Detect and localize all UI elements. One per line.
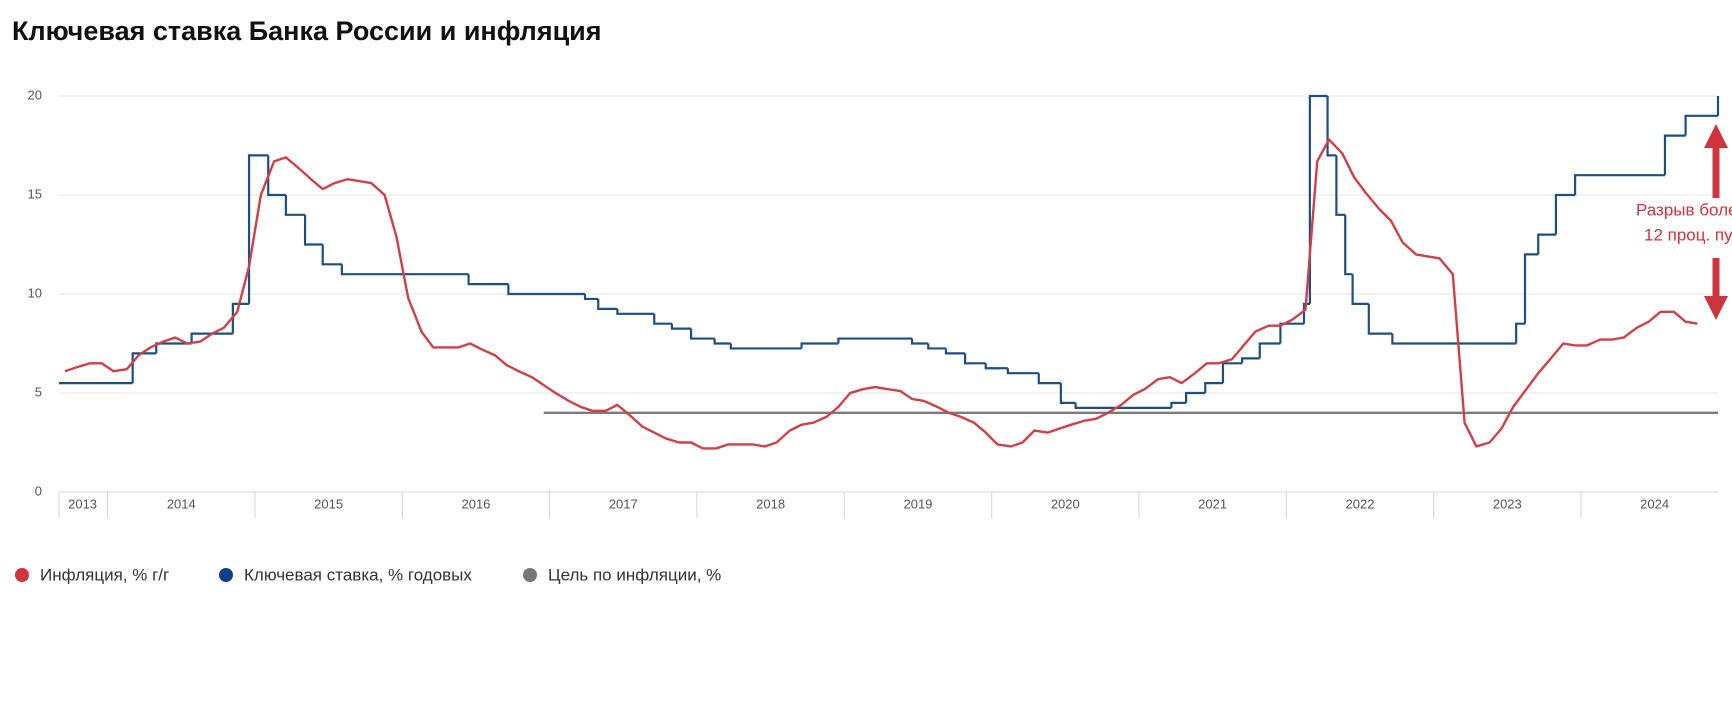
rate-step — [1537, 233, 1556, 255]
x-tick-label: 2015 — [314, 496, 343, 511]
x-tick-label: 2013 — [68, 496, 97, 511]
legend: Инфляция, % г/г Ключевая ставка, % годовы… — [15, 565, 721, 584]
x-tick-label: 2024 — [1640, 496, 1669, 511]
rate-step — [131, 352, 157, 384]
arrow-down-head — [1704, 296, 1728, 320]
rate-step — [597, 298, 618, 310]
rate-step — [1221, 362, 1243, 384]
rate-step — [1302, 302, 1310, 324]
legend-label: Цель по инфляции, % — [548, 565, 721, 584]
x-tick-label: 2022 — [1346, 496, 1375, 511]
legend-marker — [219, 568, 233, 582]
rate-step — [1308, 94, 1328, 304]
x-tick-label: 2023 — [1493, 496, 1522, 511]
y-tick-label: 10 — [28, 285, 42, 300]
rate-step — [1344, 214, 1353, 276]
gap-arrows — [1704, 124, 1728, 320]
rate-step — [713, 338, 731, 345]
rate-step — [1554, 193, 1576, 235]
y-tick-label: 5 — [35, 384, 42, 399]
rate-step — [1335, 155, 1346, 216]
rate-step — [984, 363, 1008, 370]
rate-step — [1663, 134, 1686, 176]
rate-step — [1074, 402, 1172, 409]
rate-step — [964, 353, 986, 365]
plot-area — [59, 94, 1720, 450]
x-tick-label: 2021 — [1198, 496, 1227, 511]
rate-step — [1523, 253, 1539, 324]
rate-step — [1204, 382, 1223, 393]
x-tick-label: 2018 — [756, 496, 785, 511]
rate-step — [1391, 333, 1517, 345]
x-tick-label: 2014 — [167, 496, 196, 511]
legend-marker — [15, 568, 29, 582]
rate-step — [1241, 357, 1260, 364]
rate-step — [1367, 303, 1393, 335]
rate-step — [303, 214, 323, 246]
rate-step — [729, 343, 802, 350]
rate-step — [284, 195, 306, 216]
rate-step — [1326, 96, 1337, 157]
x-tick-label: 2020 — [1051, 496, 1080, 511]
x-tick-label: 2019 — [904, 496, 933, 511]
chart-title: Ключевая ставка Банка России и инфляция — [12, 16, 602, 46]
rate-step — [653, 313, 672, 325]
rate-step — [944, 348, 966, 355]
grid: 0 5 10 15 20 — [28, 87, 1718, 498]
annotation-text: Разрыв более — [1636, 200, 1732, 219]
rate-step — [231, 302, 250, 334]
rate-step — [190, 332, 233, 344]
rate-step — [910, 338, 929, 345]
rate-step — [1059, 383, 1076, 404]
rate-step — [689, 328, 715, 340]
x-tick-label: 2016 — [461, 496, 490, 511]
y-tick-label: 15 — [28, 186, 42, 201]
rate-step — [1037, 373, 1061, 385]
rate-step — [155, 342, 192, 354]
rate-step — [927, 343, 946, 350]
rate-step — [321, 244, 342, 266]
series-line — [64, 138, 1698, 450]
legend-marker — [523, 568, 537, 582]
rate-step — [616, 308, 655, 315]
y-tick-label: 20 — [28, 87, 42, 102]
rate-step — [1351, 274, 1369, 305]
rate-step — [1006, 368, 1039, 375]
rate-step — [467, 274, 509, 286]
rate-step — [837, 337, 913, 344]
rate-step — [1573, 174, 1665, 195]
rate-step — [800, 342, 839, 349]
rate-step — [1258, 342, 1281, 359]
x-axis: 2013 2014 2015 2016 2017 2018 2019 2020 2021 2022… — [58, 491, 1718, 518]
y-tick-label: 0 — [35, 483, 42, 498]
rate-step — [340, 264, 469, 276]
rate-step — [507, 284, 585, 296]
annotation: Разрыв более 12 проц. пунктов — [1636, 124, 1732, 320]
legend-label: Ключевая ставка, % годовых — [244, 565, 472, 584]
rate-step — [1170, 401, 1187, 408]
rate-step — [583, 294, 599, 301]
rate-step — [1185, 391, 1206, 403]
legend-label: Инфляция, % г/г — [40, 565, 169, 584]
rate-step — [1515, 322, 1525, 344]
arrow-up-head — [1704, 124, 1728, 148]
rate-step — [247, 154, 269, 304]
rate-step — [1684, 114, 1718, 136]
annotation-text: 12 проц. пунктов — [1644, 225, 1732, 244]
x-tick-label: 2017 — [609, 496, 638, 511]
rate-step — [267, 155, 286, 197]
rate-step — [1279, 322, 1304, 344]
rate-step — [670, 323, 692, 330]
